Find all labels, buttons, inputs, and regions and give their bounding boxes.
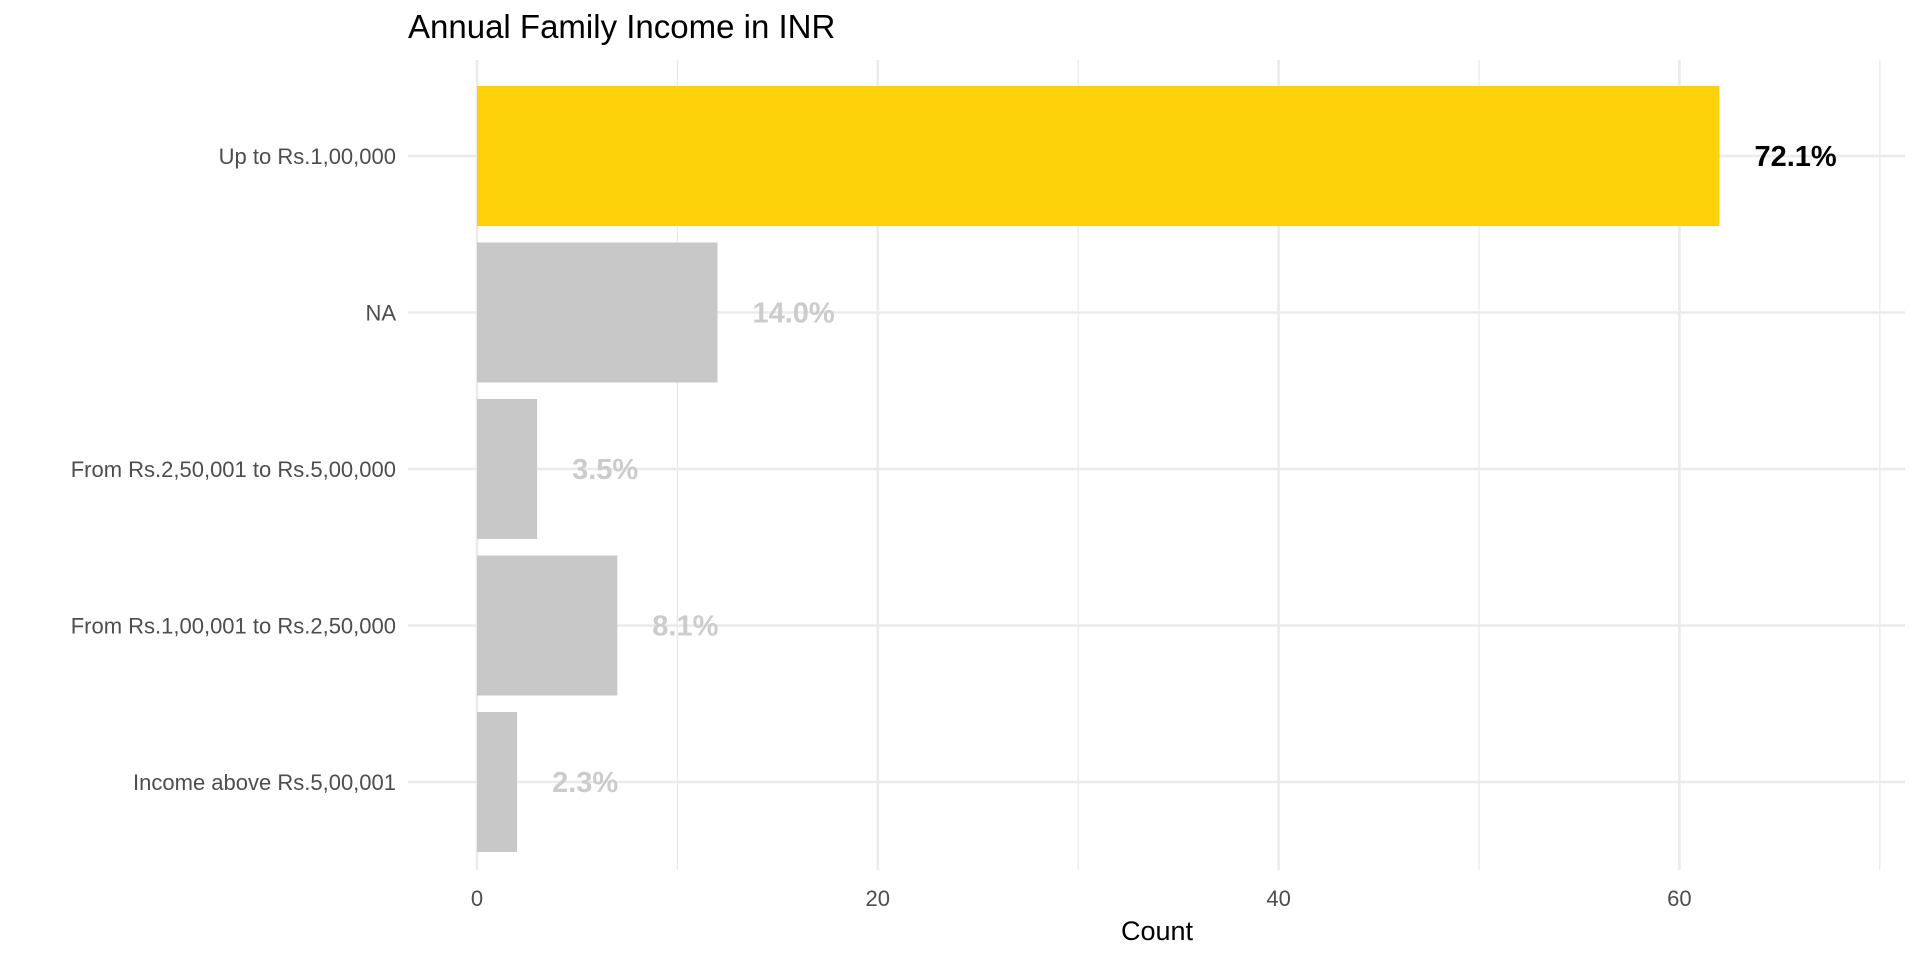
x-axis-title: Count	[1121, 916, 1194, 946]
y-tick-label-2: From Rs.2,50,001 to Rs.5,00,000	[71, 457, 396, 482]
y-axis-tick-labels: Up to Rs.1,00,000 NA From Rs.2,50,001 to R…	[71, 144, 397, 795]
x-tick-label-0: 0	[471, 886, 483, 911]
y-tick-label-1: NA	[365, 301, 396, 326]
x-tick-label-3: 60	[1667, 886, 1691, 911]
bar-4	[477, 712, 518, 852]
data-label-0: 72.1%	[1754, 141, 1836, 173]
data-label-4: 2.3%	[552, 767, 618, 799]
data-label-3: 8.1%	[652, 611, 718, 643]
bar-3	[477, 555, 618, 696]
bar-1	[477, 242, 718, 383]
y-tick-label-4: Income above Rs.5,00,001	[133, 770, 396, 795]
data-label-2: 3.5%	[572, 454, 638, 486]
bars	[477, 86, 1720, 852]
data-label-1: 14.0%	[752, 298, 834, 330]
bar-0	[477, 86, 1720, 226]
chart-title: Annual Family Income in INR	[408, 8, 835, 45]
bar-2	[477, 399, 538, 539]
x-tick-label-2: 40	[1266, 886, 1290, 911]
y-tick-label-3: From Rs.1,00,001 to Rs.2,50,000	[71, 614, 396, 639]
y-tick-label-0: Up to Rs.1,00,000	[219, 144, 396, 169]
x-tick-label-1: 20	[866, 886, 890, 911]
x-axis-tick-labels: 0 20 40 60	[471, 886, 1692, 911]
data-labels: 72.1% 14.0% 3.5% 8.1% 2.3%	[552, 141, 1837, 799]
